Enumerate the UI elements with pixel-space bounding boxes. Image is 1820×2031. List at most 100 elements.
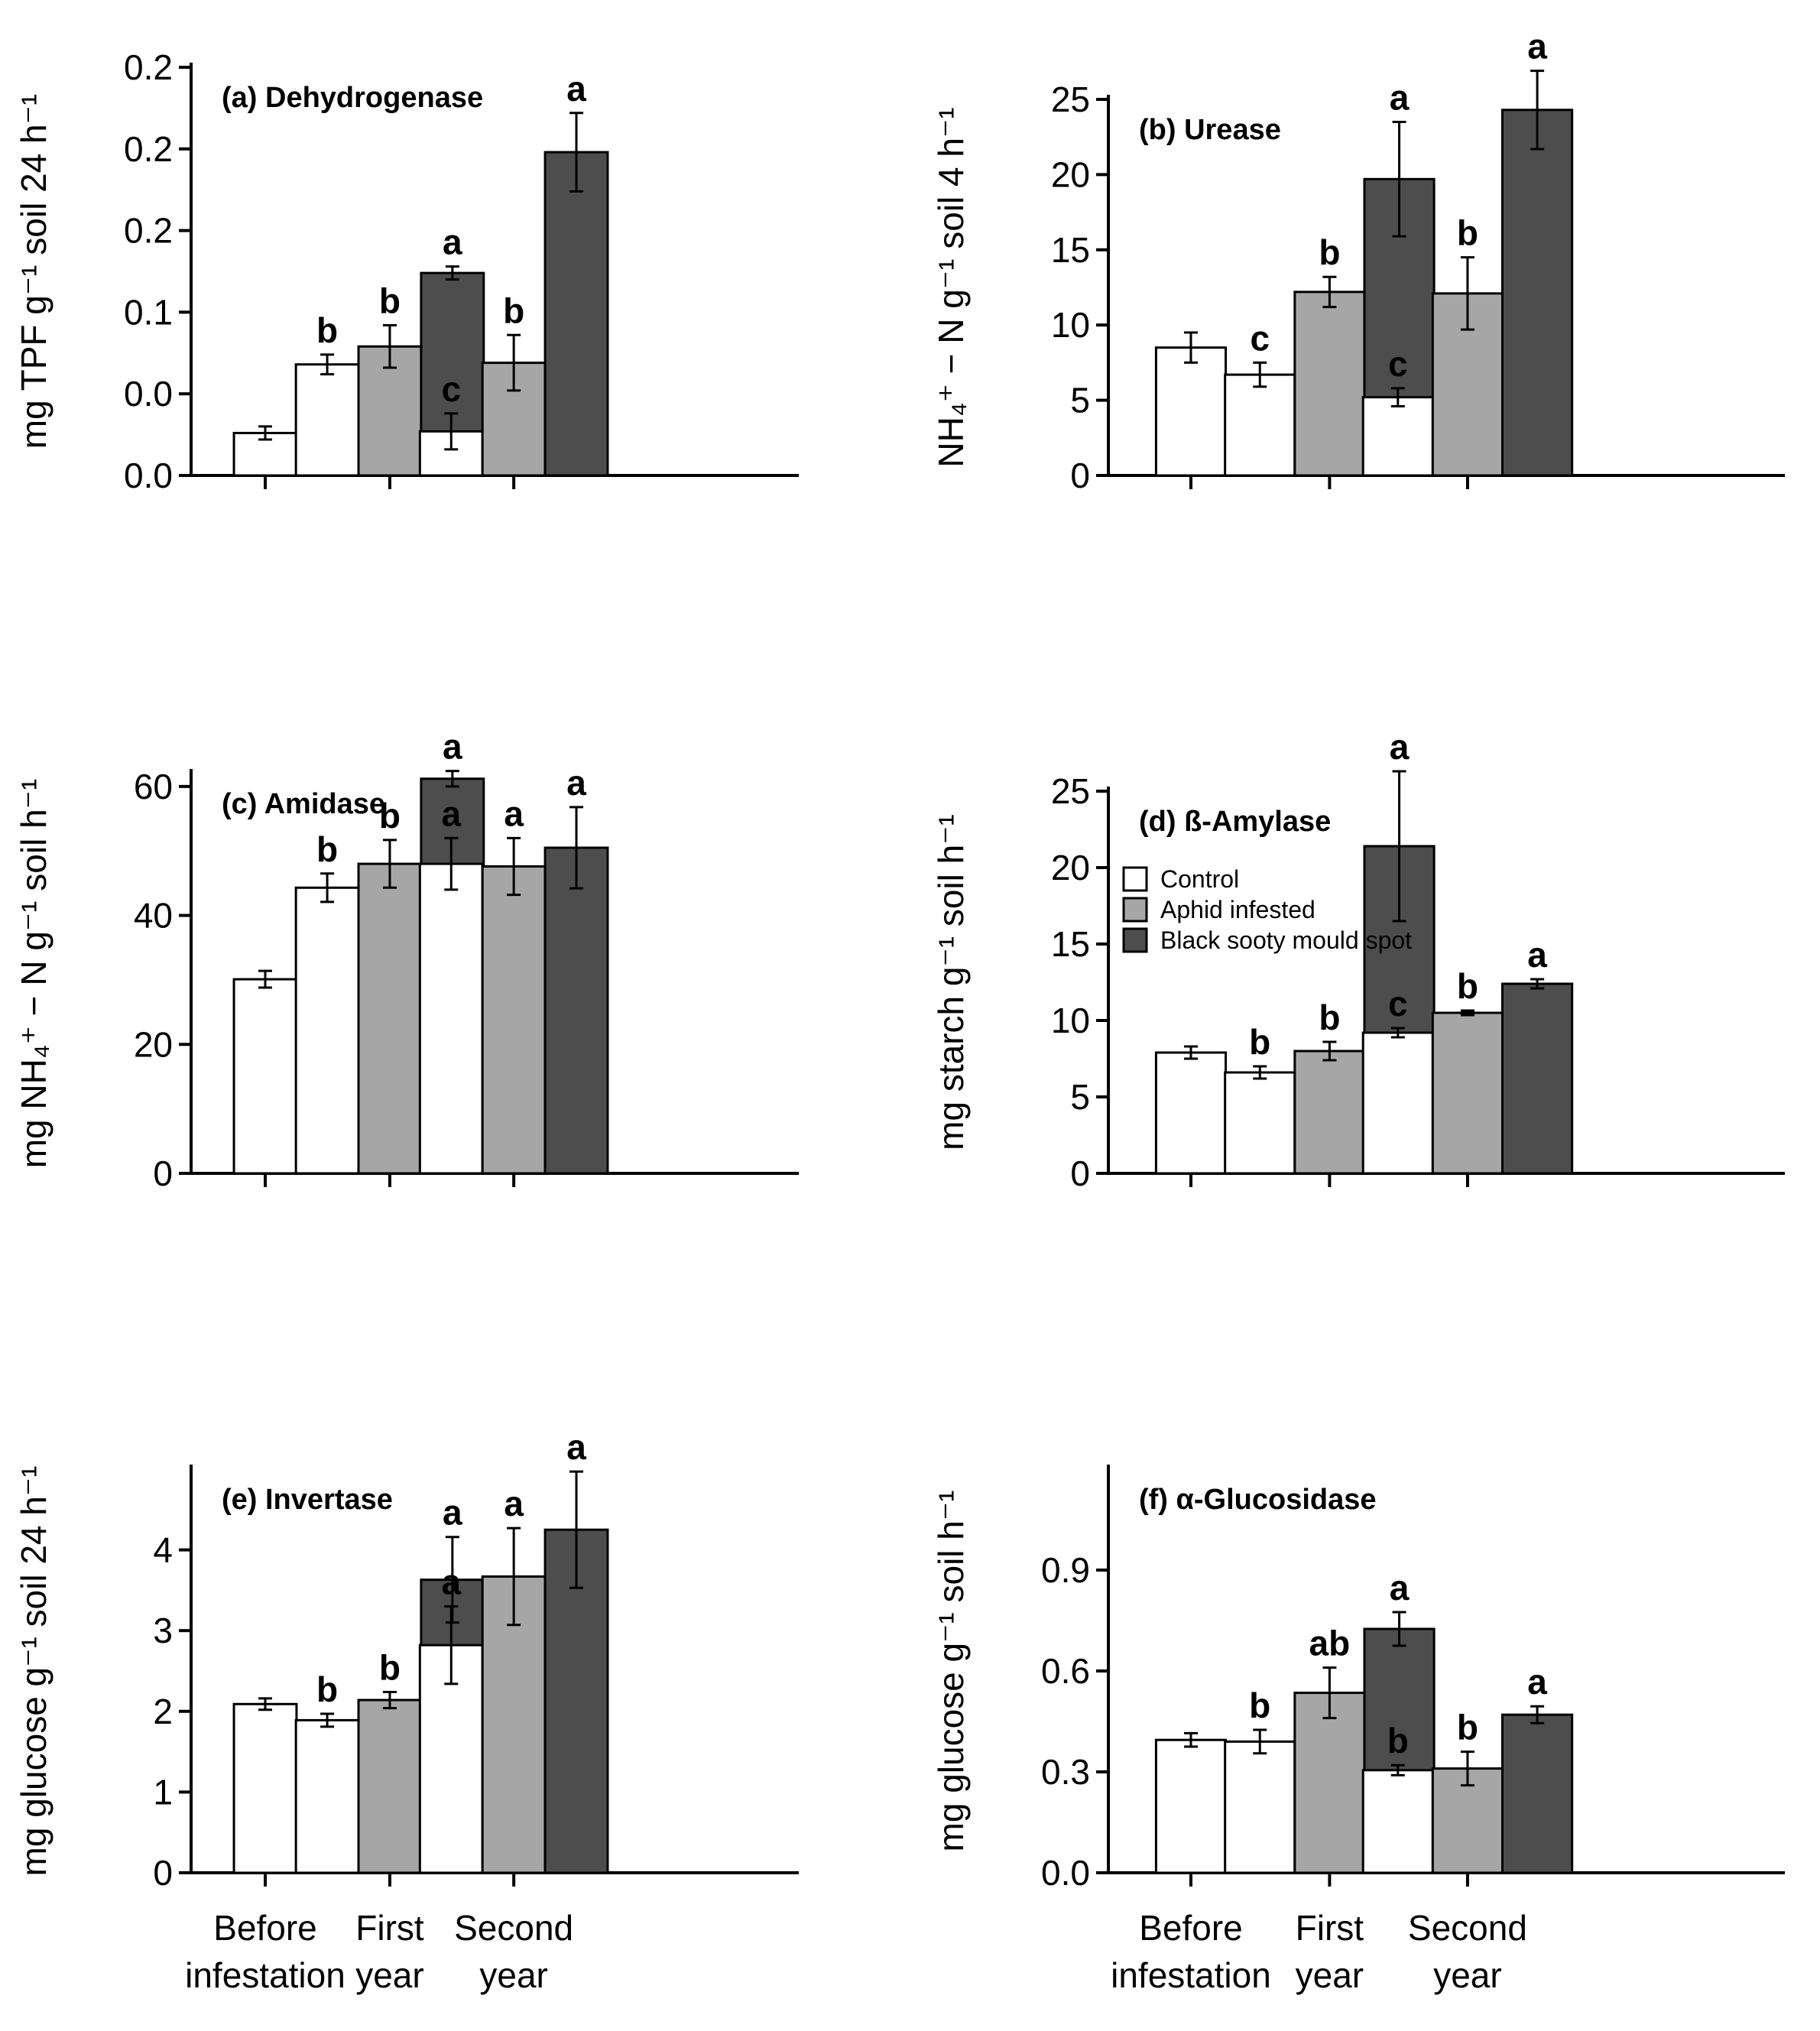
legend-label: Aphid infested bbox=[1160, 896, 1316, 923]
bar bbox=[1293, 290, 1366, 477]
significance-letter: a bbox=[504, 1484, 524, 1523]
bar bbox=[232, 1702, 298, 1874]
panel-a: 0.0 0.0 0.1 0.2 0.2 0.2 mg TPF g⁻¹ soil 24 h⁻¹… bbox=[14, 47, 799, 495]
significance-letter: b bbox=[379, 281, 401, 320]
bar bbox=[294, 886, 360, 1175]
y-tick-label: 0.0 bbox=[124, 374, 173, 414]
y-tick-label: 0.3 bbox=[1041, 1752, 1090, 1792]
y-tick-label: 0.2 bbox=[124, 211, 173, 251]
y-tick-label: 4 bbox=[153, 1530, 173, 1570]
significance-letter: b bbox=[379, 1647, 401, 1687]
y-tick-label: 3 bbox=[153, 1611, 173, 1650]
x-tick-label: Second bbox=[454, 1908, 573, 1948]
panel-c: 0 20 40 60 mg NH₄⁺ − N g⁻¹ soil h⁻¹ (c) Amida… bbox=[14, 727, 799, 1193]
y-tick-label: 20 bbox=[1051, 154, 1090, 194]
panel-d: 0 5 10 15 20 25 mg starch g⁻¹ soil h⁻¹ (d) ß-Am… bbox=[931, 727, 1785, 1193]
bar bbox=[1224, 1740, 1296, 1874]
panel-f: 0.0 0.3 0.6 0.9 Before infestation First year Se… bbox=[931, 1465, 1785, 1995]
x-tick-label: infestation bbox=[1111, 1955, 1271, 1995]
bar bbox=[357, 862, 423, 1175]
bar bbox=[1501, 1713, 1574, 1874]
x-tick-label: Before bbox=[1139, 1908, 1243, 1948]
y-tick-label: 5 bbox=[1070, 381, 1090, 420]
significance-letter: a bbox=[1390, 727, 1410, 767]
y-tick-label: 0.0 bbox=[1041, 1853, 1090, 1893]
y-tick-label: 0 bbox=[1070, 456, 1090, 495]
y-tick-label: 1 bbox=[153, 1772, 173, 1812]
significance-letter: a bbox=[1390, 78, 1410, 118]
y-tick-label: 25 bbox=[1051, 771, 1090, 811]
bar bbox=[1154, 1738, 1228, 1874]
y-axis-label: mg glucose g⁻¹ soil 24 h⁻¹ bbox=[14, 1466, 54, 1877]
x-tick-label: year bbox=[1296, 1955, 1364, 1995]
y-axis-label: mg glucose g⁻¹ soil h⁻¹ bbox=[931, 1491, 971, 1852]
panel-title: (f) α-Glucosidase bbox=[1139, 1484, 1377, 1516]
panel-title: (a) Dehydrogenase bbox=[222, 82, 483, 114]
y-tick-label: 15 bbox=[1051, 230, 1090, 270]
significance-letter: ab bbox=[1309, 1624, 1351, 1663]
significance-letter: b bbox=[316, 310, 338, 350]
panel-title: (e) Invertase bbox=[222, 1484, 393, 1516]
y-tick-label: 0.6 bbox=[1041, 1651, 1090, 1691]
bar bbox=[543, 151, 609, 477]
bar bbox=[232, 978, 298, 1175]
y-tick-label: 0.9 bbox=[1041, 1550, 1090, 1590]
bar bbox=[481, 865, 547, 1175]
y-axis-label: mg starch g⁻¹ soil h⁻¹ bbox=[931, 814, 971, 1150]
significance-letter: a bbox=[441, 793, 461, 833]
significance-letter: b bbox=[1249, 1022, 1270, 1062]
bar bbox=[357, 1698, 423, 1874]
y-tick-label: 0.2 bbox=[124, 129, 173, 169]
x-tick-label: year bbox=[1433, 1955, 1501, 1995]
bar bbox=[543, 846, 609, 1175]
y-tick-label: 60 bbox=[134, 767, 173, 806]
significance-letter: b bbox=[1457, 213, 1478, 253]
significance-letter: a bbox=[504, 793, 524, 833]
significance-letter: b bbox=[503, 290, 524, 330]
y-tick-label: 2 bbox=[153, 1692, 173, 1731]
x-tick-label: Second bbox=[1408, 1908, 1527, 1948]
bar bbox=[1293, 1050, 1366, 1175]
bar bbox=[1154, 346, 1228, 477]
x-tick-label: year bbox=[479, 1955, 547, 1995]
significance-letter: b bbox=[316, 1669, 338, 1709]
y-axis-label: mg NH₄⁺ − N g⁻¹ soil h⁻¹ bbox=[14, 779, 54, 1169]
bar bbox=[294, 1718, 360, 1874]
significance-letter: b bbox=[316, 829, 338, 869]
panel-title: (c) Amidase bbox=[222, 788, 385, 820]
y-tick-label: 10 bbox=[1051, 1001, 1090, 1040]
bar bbox=[294, 363, 360, 477]
significance-letter: c bbox=[441, 369, 461, 409]
y-tick-label: 25 bbox=[1051, 79, 1090, 119]
significance-letter: a bbox=[566, 69, 586, 109]
significance-letter: a bbox=[443, 222, 462, 262]
significance-letter: a bbox=[1527, 935, 1547, 975]
y-tick-label: 0.1 bbox=[124, 292, 173, 332]
panel-title: (d) ß-Amylase bbox=[1139, 806, 1331, 838]
bar bbox=[1154, 1051, 1228, 1175]
significance-letter: a bbox=[1527, 27, 1547, 67]
y-tick-label: 0.2 bbox=[124, 47, 173, 87]
significance-letter: b bbox=[1457, 1708, 1478, 1747]
bar bbox=[1501, 982, 1574, 1175]
x-tick-label: Before bbox=[213, 1908, 317, 1948]
y-axis-label: NH₄⁺ − N g⁻¹ soil 4 h⁻¹ bbox=[931, 107, 971, 467]
bar bbox=[1361, 1031, 1434, 1175]
y-tick-label: 5 bbox=[1070, 1077, 1090, 1117]
y-tick-label: 0 bbox=[153, 1853, 173, 1893]
y-tick-label: 0 bbox=[153, 1153, 173, 1193]
significance-letter: b bbox=[379, 796, 401, 835]
bar bbox=[1501, 109, 1574, 477]
y-tick-label: 40 bbox=[134, 896, 173, 936]
bar bbox=[1293, 1692, 1366, 1874]
bar bbox=[1224, 1071, 1296, 1175]
bar bbox=[1224, 373, 1296, 477]
significance-letter: c bbox=[1388, 984, 1408, 1024]
y-axis-label: mg TPF g⁻¹ soil 24 h⁻¹ bbox=[14, 94, 54, 449]
x-tick-label: year bbox=[355, 1955, 423, 1995]
bar bbox=[1431, 1011, 1504, 1175]
significance-letter: c bbox=[1250, 318, 1270, 358]
significance-letter: a bbox=[566, 1427, 586, 1467]
y-tick-label: 20 bbox=[1051, 848, 1090, 887]
bar bbox=[1361, 1769, 1434, 1874]
